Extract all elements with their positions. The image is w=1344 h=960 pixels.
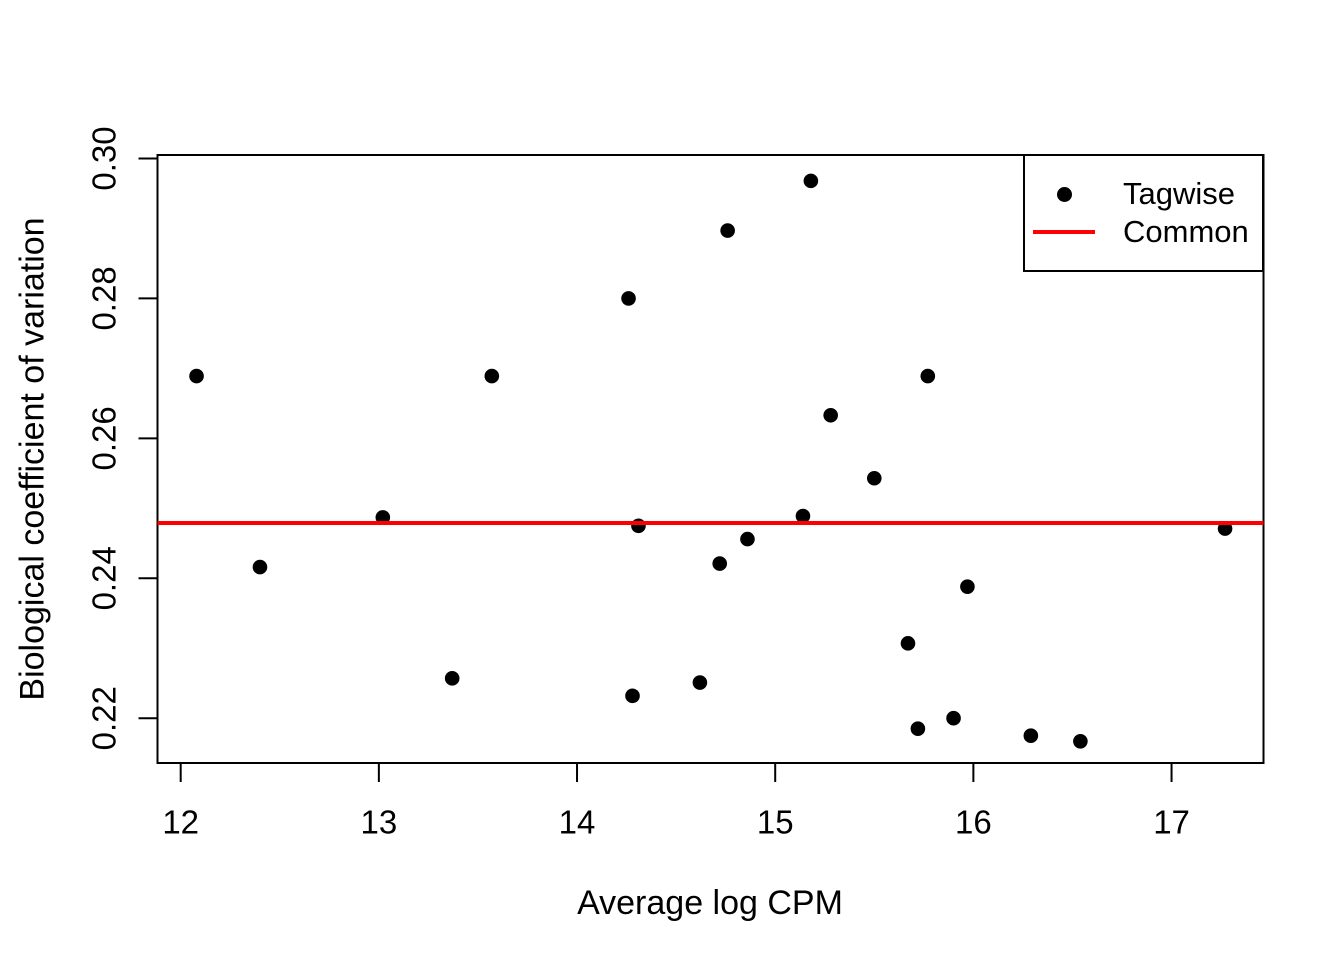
data-point (795, 508, 811, 524)
data-point (484, 368, 500, 384)
x-tick-label: 12 (162, 804, 199, 841)
x-tick-label: 15 (757, 804, 794, 841)
data-point (692, 675, 708, 690)
y-tick-label: 0.22 (86, 686, 123, 750)
line-icon (1033, 230, 1095, 234)
data-point (910, 721, 926, 737)
x-tick-label: 16 (955, 804, 992, 841)
data-point (803, 173, 819, 189)
tagwise-point-marker (1025, 186, 1103, 202)
data-point (631, 518, 646, 534)
y-tick-label: 0.24 (86, 546, 123, 610)
y-tick-label: 0.26 (86, 406, 123, 470)
data-point (1023, 728, 1039, 744)
data-point (740, 531, 755, 547)
point-icon (1056, 186, 1072, 202)
x-tick-label: 17 (1153, 804, 1190, 841)
data-point (920, 368, 936, 384)
legend-entry-tagwise: Tagwise (1025, 175, 1262, 213)
y-tick-label: 0.28 (86, 266, 123, 330)
data-point (866, 470, 882, 486)
data-point (960, 579, 975, 594)
y-tick-label: 0.30 (86, 126, 123, 190)
legend-label-tagwise: Tagwise (1123, 176, 1235, 211)
data-point (625, 688, 640, 704)
data-point (189, 368, 204, 384)
plot-frame (156, 154, 1265, 764)
data-point (712, 556, 728, 571)
data-point (946, 710, 961, 726)
data-point (444, 671, 460, 686)
y-axis-title: Biological coefficient of variation (13, 217, 52, 701)
data-point (823, 407, 838, 423)
x-tick-label: 14 (559, 804, 596, 841)
data-point (252, 559, 268, 575)
common-line-marker (1025, 230, 1103, 234)
legend-entry-common: Common (1025, 213, 1262, 251)
data-point (900, 636, 916, 651)
x-tick-label: 13 (360, 804, 397, 841)
legend-label-common: Common (1123, 214, 1249, 249)
data-point (1073, 734, 1088, 749)
x-axis-title: Average log CPM (577, 884, 843, 922)
legend: Tagwise Common (1023, 154, 1264, 272)
data-point (720, 223, 735, 238)
data-point (621, 291, 636, 306)
